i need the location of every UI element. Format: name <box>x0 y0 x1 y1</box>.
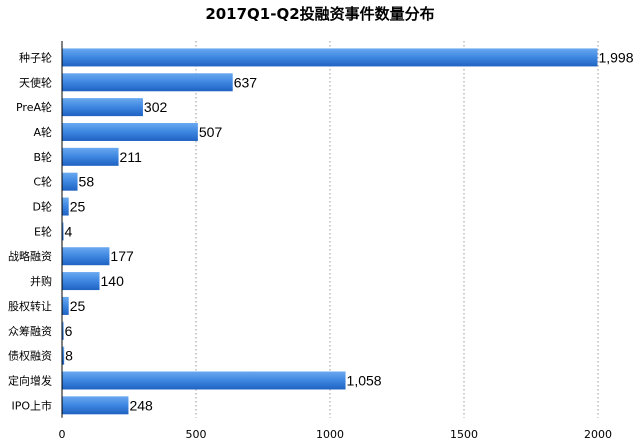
bars <box>62 48 598 415</box>
bar-种子轮 <box>62 48 598 67</box>
bar-a轮 <box>62 122 198 141</box>
x-tick-label-2000: 2000 <box>584 428 612 441</box>
value-label-b轮: 211 <box>120 149 143 165</box>
bar-d轮 <box>62 197 69 216</box>
category-label-定向增发: 定向增发 <box>8 373 52 387</box>
value-label-战略融资: 177 <box>110 248 134 264</box>
x-axis-ticks: 0 500 1000 1500 2000 <box>59 428 613 441</box>
grid-lines <box>195 41 599 418</box>
value-label-e轮: 4 <box>65 223 73 239</box>
value-labels: 1,998 637 302 507 211 58 25 4 177 140 25 6 8 1,058 248 <box>65 49 634 413</box>
bar-债权融资 <box>62 346 65 365</box>
value-label-天使轮: 637 <box>234 74 258 90</box>
bar-prea轮 <box>62 98 143 117</box>
value-label-a轮: 507 <box>199 124 223 140</box>
value-label-并购: 140 <box>101 273 125 289</box>
category-label-众筹融资: 众筹融资 <box>8 324 52 338</box>
bar-天使轮 <box>62 73 233 92</box>
category-label-ipo上市: IPO上市 <box>11 398 52 412</box>
bar-c轮 <box>62 172 78 191</box>
value-label-c轮: 58 <box>79 174 95 190</box>
category-label-种子轮: 种子轮 <box>19 50 52 64</box>
bar-ipo上市 <box>62 396 129 415</box>
category-label-股权转让: 股权转让 <box>8 299 52 313</box>
category-label-d轮: D轮 <box>33 200 52 214</box>
bar-并购 <box>62 272 100 291</box>
category-label-并购: 并购 <box>30 274 52 288</box>
bar-e轮 <box>62 222 64 241</box>
chart-title: 2017Q1-Q2投融资事件数量分布 <box>205 5 434 23</box>
value-label-定向增发: 1,058 <box>347 372 382 388</box>
value-label-股权转让: 25 <box>70 298 86 314</box>
category-label-a轮: A轮 <box>33 125 52 139</box>
category-label-战略融资: 战略融资 <box>8 249 52 263</box>
category-label-e轮: E轮 <box>34 224 52 238</box>
bar-众筹融资 <box>62 321 64 340</box>
x-tick-label-0: 0 <box>59 428 66 441</box>
value-label-d轮: 25 <box>70 199 86 215</box>
x-tick-label-500: 500 <box>186 428 207 441</box>
value-label-prea轮: 302 <box>144 99 168 115</box>
value-label-债权融资: 8 <box>65 348 73 364</box>
value-label-种子轮: 1,998 <box>598 49 633 65</box>
bar-定向增发 <box>62 371 346 390</box>
category-label-b轮: B轮 <box>33 150 52 164</box>
category-label-c轮: C轮 <box>33 175 52 189</box>
category-label-债权融资: 债权融资 <box>8 349 52 363</box>
value-label-众筹融资: 6 <box>65 323 73 339</box>
category-label-prea轮: PreA轮 <box>16 100 52 114</box>
value-label-ipo上市: 248 <box>129 397 153 413</box>
x-tick-label-1500: 1500 <box>450 428 478 441</box>
bar-b轮 <box>62 147 119 166</box>
bar-战略融资 <box>62 247 110 266</box>
x-tick-label-1000: 1000 <box>316 428 344 441</box>
category-label-天使轮: 天使轮 <box>19 75 52 89</box>
bar-股权转让 <box>62 296 69 315</box>
